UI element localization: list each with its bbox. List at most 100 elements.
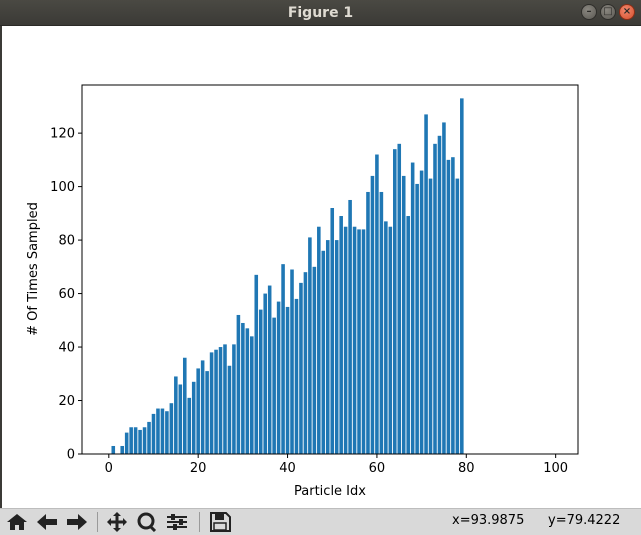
bar-9 bbox=[147, 421, 151, 454]
figure-canvas[interactable]: 0 20 40 60 80 100 0 20 40 60 80 100 120 Particle Id… bbox=[2, 26, 641, 508]
bar-79 bbox=[460, 98, 464, 455]
window-left-edge bbox=[0, 26, 2, 508]
bar-78 bbox=[455, 178, 460, 454]
bar-73 bbox=[433, 143, 437, 454]
bar-17 bbox=[182, 357, 187, 454]
forward-button[interactable] bbox=[64, 511, 90, 533]
bar-26 bbox=[223, 344, 227, 454]
minimize-icon[interactable]: – bbox=[581, 4, 597, 20]
bar-63 bbox=[388, 226, 393, 454]
bar-30 bbox=[241, 322, 245, 454]
bar-74 bbox=[437, 135, 442, 455]
bar-41 bbox=[290, 269, 294, 454]
back-button[interactable] bbox=[34, 511, 60, 533]
bar-3 bbox=[120, 445, 124, 454]
x-tick-label: 0 bbox=[105, 461, 113, 476]
cursor-y-readout: y=79.4222 bbox=[548, 513, 621, 528]
bar-5 bbox=[129, 427, 133, 454]
arrow-left-icon bbox=[37, 514, 57, 530]
bar-69 bbox=[415, 183, 419, 454]
axes-frame bbox=[81, 84, 579, 455]
maximize-icon[interactable]: □ bbox=[600, 4, 616, 20]
bar-24 bbox=[214, 349, 218, 454]
bar-14 bbox=[169, 403, 174, 454]
y-tick-label: 80 bbox=[58, 234, 75, 249]
bar-44 bbox=[303, 272, 308, 454]
y-tick-label: 40 bbox=[58, 341, 75, 356]
bar-37 bbox=[272, 317, 276, 454]
bar-77 bbox=[451, 157, 455, 454]
bar-27 bbox=[227, 365, 232, 454]
x-tick-label: 40 bbox=[279, 461, 296, 476]
bar-71 bbox=[424, 114, 428, 454]
bar-65 bbox=[397, 143, 402, 454]
bar-49 bbox=[325, 240, 330, 454]
y-axis-label: # Of Times Sampled bbox=[26, 202, 41, 336]
save-button[interactable] bbox=[207, 511, 233, 533]
bar-52 bbox=[339, 216, 343, 454]
toolbar-separator bbox=[199, 512, 200, 532]
bar-35 bbox=[263, 293, 267, 454]
bar-25 bbox=[218, 347, 223, 454]
bar-76 bbox=[446, 159, 451, 454]
window-controls: – □ × bbox=[581, 4, 635, 20]
x-tick-label: 80 bbox=[458, 461, 475, 476]
bar-64 bbox=[393, 149, 397, 455]
y-tick-label: 60 bbox=[58, 287, 75, 302]
configure-subplots-button[interactable] bbox=[164, 511, 190, 533]
move-icon bbox=[107, 512, 127, 532]
bar-38 bbox=[276, 301, 281, 454]
x-tick-label: 100 bbox=[543, 461, 568, 476]
bar-4 bbox=[124, 432, 129, 454]
bar-7 bbox=[138, 429, 142, 454]
bar-43 bbox=[299, 282, 303, 454]
bar-40 bbox=[285, 306, 290, 454]
bar-61 bbox=[379, 191, 384, 454]
bar-33 bbox=[254, 274, 259, 454]
y-tick-label: 100 bbox=[50, 180, 75, 195]
bar-66 bbox=[401, 175, 406, 454]
bar-10 bbox=[151, 413, 156, 454]
bar-55 bbox=[352, 226, 357, 454]
bar-21 bbox=[200, 360, 205, 454]
bar-50 bbox=[330, 208, 335, 454]
bar-23 bbox=[209, 352, 214, 454]
x-axis-label: Particle Idx bbox=[294, 484, 366, 499]
bar-chart[interactable]: 0 20 40 60 80 100 0 20 40 60 80 100 120 Particle Id… bbox=[2, 26, 641, 508]
home-icon bbox=[7, 514, 27, 530]
bar-58 bbox=[366, 191, 370, 454]
bar-47 bbox=[317, 226, 321, 454]
bar-1 bbox=[111, 445, 116, 454]
bar-18 bbox=[187, 397, 192, 454]
close-icon[interactable]: × bbox=[619, 4, 635, 20]
pan-button[interactable] bbox=[104, 511, 130, 533]
arrow-right-icon bbox=[67, 514, 87, 530]
bar-48 bbox=[321, 250, 326, 454]
y-tick-label: 120 bbox=[50, 127, 75, 142]
window-titlebar: Figure 1 – □ × bbox=[0, 0, 641, 26]
bar-45 bbox=[308, 237, 312, 454]
x-tick-label: 20 bbox=[190, 461, 207, 476]
bar-8 bbox=[142, 427, 147, 454]
bar-56 bbox=[357, 229, 361, 454]
bar-22 bbox=[205, 371, 209, 454]
bar-42 bbox=[294, 298, 299, 454]
window-title: Figure 1 bbox=[287, 4, 354, 21]
bar-70 bbox=[419, 170, 424, 454]
zoom-button[interactable] bbox=[134, 511, 160, 533]
home-button[interactable] bbox=[4, 511, 30, 533]
bar-72 bbox=[428, 178, 433, 454]
bar-75 bbox=[442, 122, 446, 455]
bar-29 bbox=[236, 314, 241, 454]
bar-60 bbox=[375, 154, 379, 454]
bar-32 bbox=[250, 336, 254, 454]
bar-51 bbox=[334, 240, 339, 454]
bar-31 bbox=[245, 328, 250, 454]
bar-15 bbox=[174, 376, 178, 454]
sliders-icon bbox=[167, 514, 187, 530]
x-tick-label: 60 bbox=[369, 461, 386, 476]
bar-13 bbox=[165, 411, 169, 454]
navigation-toolbar: x=93.9875 y=79.4222 bbox=[0, 508, 641, 535]
bar-67 bbox=[406, 216, 410, 454]
y-tick-label: 0 bbox=[67, 448, 75, 463]
